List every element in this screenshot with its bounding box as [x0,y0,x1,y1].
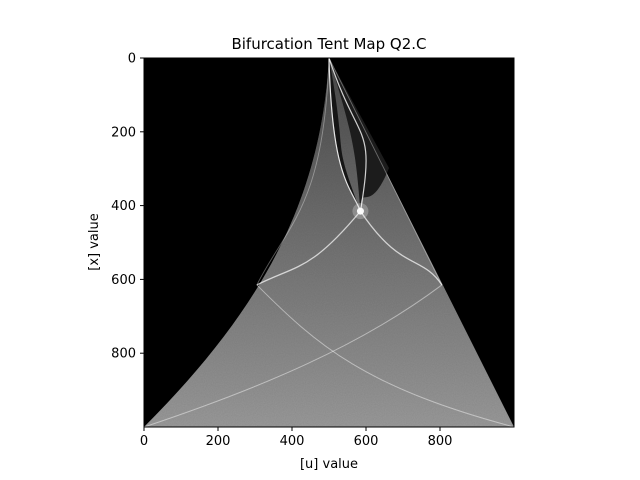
caustic-curve-2 [256,210,361,286]
plot-frame [143,57,515,428]
focus-point [356,207,364,215]
caustic-curve-1 [328,58,367,212]
y-tick-label: 400 [111,199,136,214]
chart-title: Bifurcation Tent Map Q2.C [231,35,426,53]
x-tick-label: 600 [354,434,379,449]
x-tick-label: 0 [140,434,148,449]
density-map [144,58,514,427]
caustic-curve-7 [328,58,443,286]
y-axis: 0 200 400 600 800 [111,52,144,362]
x-tick-label: 200 [206,434,231,449]
y-tick-label: 0 [128,52,136,67]
y-tick-label: 800 [111,347,136,362]
y-tick-label: 600 [111,273,136,288]
x-tick-label: 400 [280,434,305,449]
caustic-curve-5 [144,284,443,427]
y-axis-label: [x] value [87,213,102,270]
caustic-curve-4 [256,284,514,427]
x-axis-label: [u] value [300,457,358,472]
caustic-curve-0 [328,58,362,212]
y-tick-label: 200 [111,125,136,140]
plot-area [143,57,515,428]
caustic-curve-6 [256,58,330,286]
focus-glow [352,203,369,220]
x-tick-label: 800 [428,434,453,449]
caustic-curve-3 [359,210,443,286]
density-region [144,58,514,427]
dark-lobe [329,58,361,212]
x-axis: 0 200 400 600 800 [140,427,453,449]
